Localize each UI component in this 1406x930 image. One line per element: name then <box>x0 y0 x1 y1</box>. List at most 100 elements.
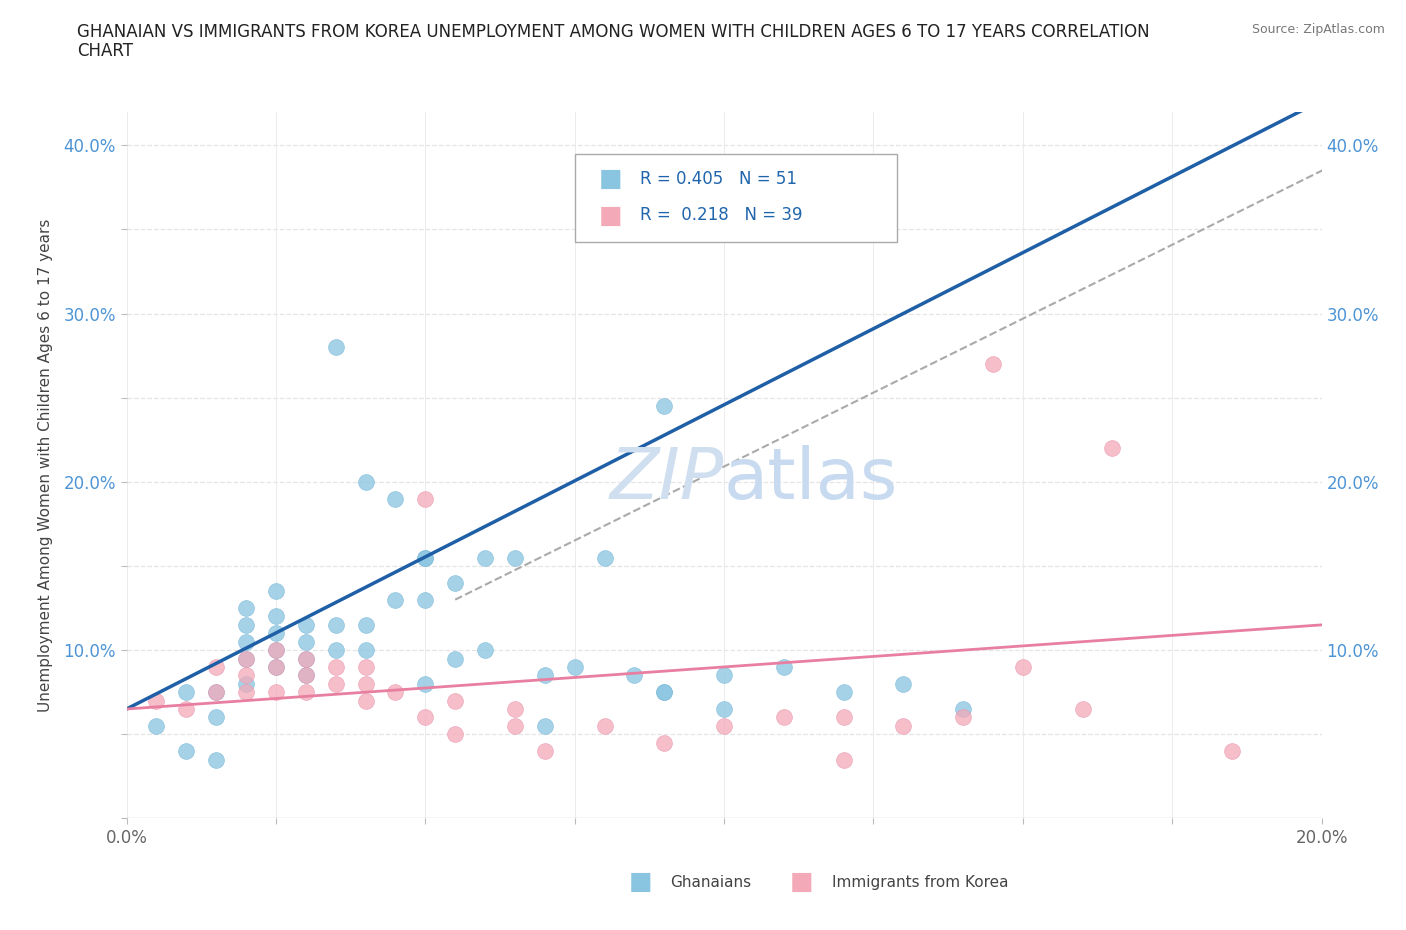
Point <box>325 676 347 691</box>
Text: Immigrants from Korea: Immigrants from Korea <box>831 874 1008 889</box>
Point <box>354 618 377 632</box>
Point <box>652 684 675 699</box>
Point <box>593 551 616 565</box>
Point <box>444 576 467 591</box>
Point <box>832 684 855 699</box>
Point <box>205 710 228 724</box>
Point <box>713 701 735 716</box>
Point <box>415 592 437 607</box>
Point <box>294 618 316 632</box>
Point <box>832 752 855 767</box>
Point <box>1071 701 1094 716</box>
Point <box>893 676 915 691</box>
Point <box>832 710 855 724</box>
Point <box>264 584 287 599</box>
Point <box>235 651 257 666</box>
Point <box>264 626 287 641</box>
Point <box>205 684 228 699</box>
Point <box>145 718 167 733</box>
Point <box>952 710 974 724</box>
Point <box>444 651 467 666</box>
Point <box>773 659 796 674</box>
Text: ■: ■ <box>599 204 623 228</box>
Point <box>354 643 377 658</box>
Point <box>174 701 197 716</box>
Point <box>474 551 496 565</box>
Point <box>264 643 287 658</box>
Point <box>773 710 796 724</box>
Point <box>294 668 316 683</box>
Point <box>354 659 377 674</box>
Point <box>623 668 645 683</box>
Point <box>893 718 915 733</box>
Point <box>325 643 347 658</box>
Text: atlas: atlas <box>724 445 898 513</box>
Text: ZIP: ZIP <box>610 445 724 513</box>
Point <box>354 474 377 489</box>
Point <box>354 676 377 691</box>
Point <box>235 668 257 683</box>
Point <box>235 601 257 616</box>
Point <box>325 618 347 632</box>
Text: R = 0.405   N = 51: R = 0.405 N = 51 <box>640 170 797 188</box>
Point <box>294 668 316 683</box>
FancyBboxPatch shape <box>575 154 897 243</box>
Point <box>713 718 735 733</box>
Point <box>235 676 257 691</box>
Point <box>1101 441 1123 456</box>
Point <box>564 659 586 674</box>
Point <box>713 668 735 683</box>
Point <box>205 752 228 767</box>
Point <box>264 684 287 699</box>
Point <box>294 651 316 666</box>
Point <box>325 659 347 674</box>
Point <box>534 718 557 733</box>
Point <box>415 676 437 691</box>
Point <box>1220 744 1243 759</box>
Point <box>952 701 974 716</box>
Point <box>534 668 557 683</box>
Point <box>235 684 257 699</box>
Point <box>354 693 377 708</box>
Point <box>384 592 406 607</box>
Point <box>444 727 467 742</box>
Point <box>652 684 675 699</box>
Point <box>652 736 675 751</box>
Point <box>264 643 287 658</box>
Point <box>294 634 316 649</box>
Point <box>534 744 557 759</box>
Text: GHANAIAN VS IMMIGRANTS FROM KOREA UNEMPLOYMENT AMONG WOMEN WITH CHILDREN AGES 6 : GHANAIAN VS IMMIGRANTS FROM KOREA UNEMPL… <box>77 23 1150 41</box>
Point <box>415 491 437 506</box>
Text: Source: ZipAtlas.com: Source: ZipAtlas.com <box>1251 23 1385 36</box>
Point <box>205 684 228 699</box>
Point <box>235 651 257 666</box>
Point <box>235 618 257 632</box>
Text: R =  0.218   N = 39: R = 0.218 N = 39 <box>640 206 803 224</box>
Point <box>205 659 228 674</box>
Point <box>145 693 167 708</box>
Point <box>1011 659 1033 674</box>
Point <box>264 659 287 674</box>
Point <box>264 659 287 674</box>
Point <box>235 634 257 649</box>
Point <box>652 399 675 414</box>
Text: Ghanaians: Ghanaians <box>671 874 751 889</box>
Point <box>294 684 316 699</box>
Text: CHART: CHART <box>77 42 134 60</box>
Point <box>415 710 437 724</box>
Point <box>503 551 526 565</box>
Point <box>325 339 347 354</box>
Text: ■: ■ <box>628 870 652 894</box>
Point <box>415 551 437 565</box>
Point <box>503 701 526 716</box>
Point <box>981 356 1004 371</box>
Point <box>593 718 616 733</box>
Y-axis label: Unemployment Among Women with Children Ages 6 to 17 years: Unemployment Among Women with Children A… <box>38 219 52 711</box>
Point <box>294 651 316 666</box>
Point <box>415 551 437 565</box>
Point <box>384 491 406 506</box>
Point <box>384 684 406 699</box>
Point <box>174 684 197 699</box>
Text: ■: ■ <box>599 166 623 191</box>
Point <box>264 609 287 624</box>
